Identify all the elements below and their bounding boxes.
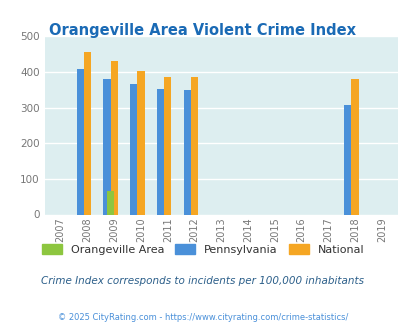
- Bar: [137, 71, 144, 215]
- Bar: [130, 84, 137, 214]
- Bar: [343, 106, 351, 214]
- Bar: [351, 80, 358, 214]
- Bar: [84, 52, 91, 214]
- Bar: [190, 77, 198, 215]
- Bar: [103, 79, 110, 214]
- Text: Orangeville Area Violent Crime Index: Orangeville Area Violent Crime Index: [49, 23, 356, 38]
- Bar: [77, 69, 84, 215]
- Bar: [164, 77, 171, 215]
- Text: Crime Index corresponds to incidents per 100,000 inhabitants: Crime Index corresponds to incidents per…: [41, 276, 364, 286]
- Bar: [107, 191, 114, 214]
- Legend: Orangeville Area, Pennsylvania, National: Orangeville Area, Pennsylvania, National: [37, 240, 368, 259]
- Bar: [110, 61, 117, 214]
- Bar: [183, 90, 190, 214]
- Bar: [156, 89, 164, 214]
- Text: © 2025 CityRating.com - https://www.cityrating.com/crime-statistics/: © 2025 CityRating.com - https://www.city…: [58, 313, 347, 322]
